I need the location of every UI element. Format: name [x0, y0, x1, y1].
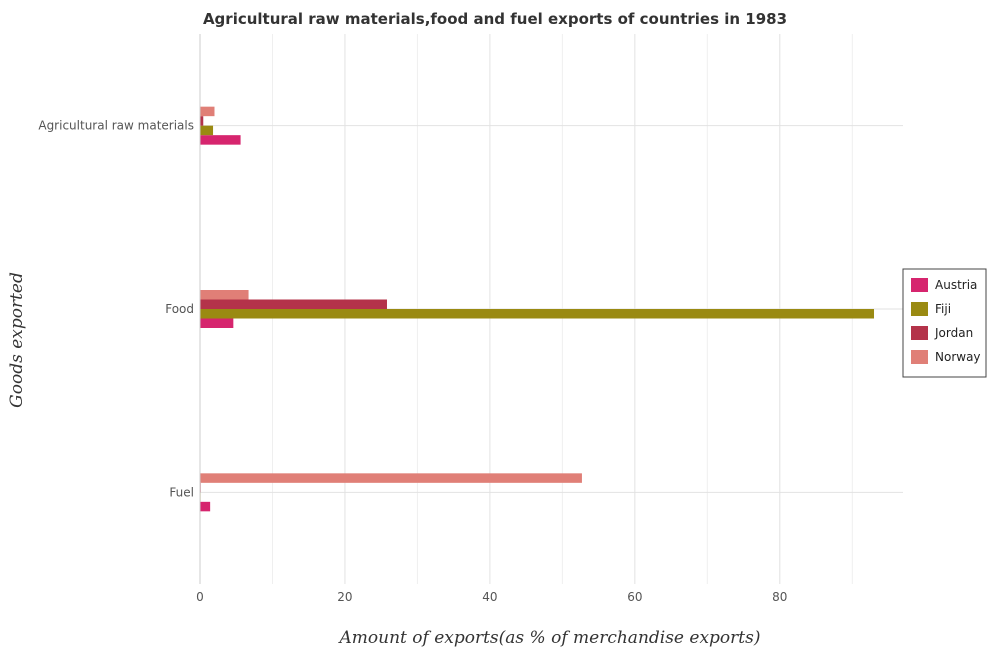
- bar-austria-agricultural-raw-materials: [200, 135, 241, 145]
- y-tick-label: Agricultural raw materials: [38, 119, 194, 133]
- legend-label: Fiji: [935, 302, 951, 316]
- bar-jordan-agricultural-raw-materials: [200, 116, 204, 126]
- bar-austria-fuel: [200, 501, 211, 512]
- bar-fiji-agricultural-raw-materials: [200, 125, 214, 136]
- bar-jordan-food: [200, 299, 387, 309]
- legend-swatch: [911, 350, 928, 364]
- bar-austria-food: [200, 318, 234, 328]
- bar-norway-agricultural-raw-materials: [200, 106, 215, 117]
- x-tick-label: 40: [482, 590, 497, 604]
- x-tick-label: 80: [772, 590, 787, 604]
- chart-title: Agricultural raw materials,food and fuel…: [203, 10, 787, 28]
- y-tick-label: Food: [165, 302, 194, 316]
- x-axis-label: Amount of exports(as % of merchandise ex…: [338, 628, 761, 648]
- legend-swatch: [911, 278, 928, 292]
- legend-swatch: [911, 326, 928, 340]
- plot-area: 0 20 40 60 80 Agricultural raw materials Food F…: [38, 34, 903, 604]
- legend-label: Jordan: [934, 326, 973, 340]
- y-axis-label: Goods exported: [7, 272, 27, 408]
- legend-label: Austria: [935, 278, 977, 292]
- x-tick-label: 0: [196, 590, 204, 604]
- legend-label: Norway: [935, 350, 981, 364]
- y-tick-label: Fuel: [169, 485, 194, 499]
- x-tick-label: 20: [337, 590, 352, 604]
- legend-swatch: [911, 302, 928, 316]
- bar-norway-fuel: [200, 473, 582, 483]
- legend: Austria Fiji Jordan Norway: [902, 268, 987, 378]
- bar-norway-food: [200, 290, 249, 300]
- x-tick-label: 60: [627, 590, 642, 604]
- bar-fiji-food: [200, 309, 875, 319]
